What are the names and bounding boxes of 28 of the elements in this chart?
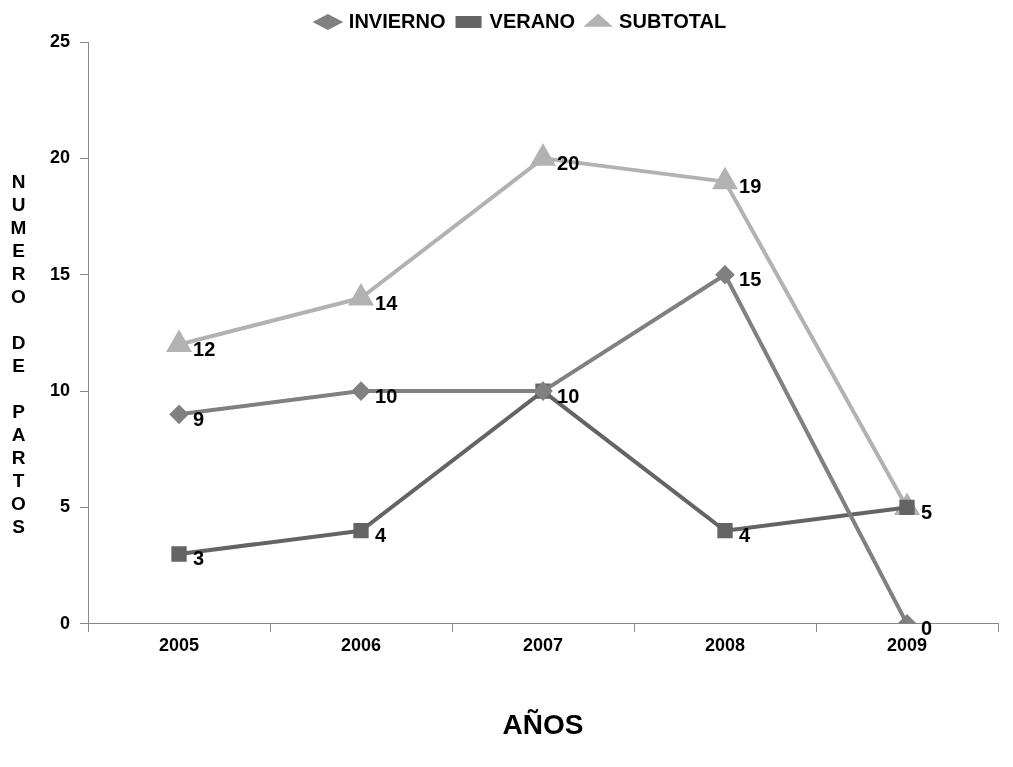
x-tick-label: 2006 [340,634,382,655]
y-tick-label: 15 [49,263,71,284]
legend-label: VERANO [489,9,576,32]
data-label: 10 [557,384,580,407]
x-tick-label: 2007 [522,634,564,655]
data-label: 12 [193,338,216,361]
y-axis-title: NUMERO DE PARTOS [8,170,29,541]
x-axis-title: AÑOS [502,708,584,740]
data-label: 19 [739,175,762,198]
legend-label: INVIERNO [348,9,446,32]
y-tick-label: 10 [49,380,71,401]
data-label: 4 [375,524,388,547]
data-label: 4 [739,524,752,547]
legend-label: SUBTOTAL [619,9,727,32]
y-tick-label: 5 [60,496,71,517]
data-label: 20 [557,151,580,174]
x-tick-label: 2008 [704,634,746,655]
data-label: 10 [375,384,398,407]
y-tick-label: 25 [49,30,71,51]
data-label: 9 [193,407,205,430]
data-label: 5 [921,500,933,523]
y-tick-label: 0 [60,612,71,633]
data-label: 15 [739,268,762,291]
y-tick-label: 20 [49,147,71,168]
x-tick-label: 2009 [886,634,928,655]
data-label: 3 [193,547,205,570]
data-label: 14 [375,291,399,314]
x-tick-label: 2005 [159,634,200,655]
